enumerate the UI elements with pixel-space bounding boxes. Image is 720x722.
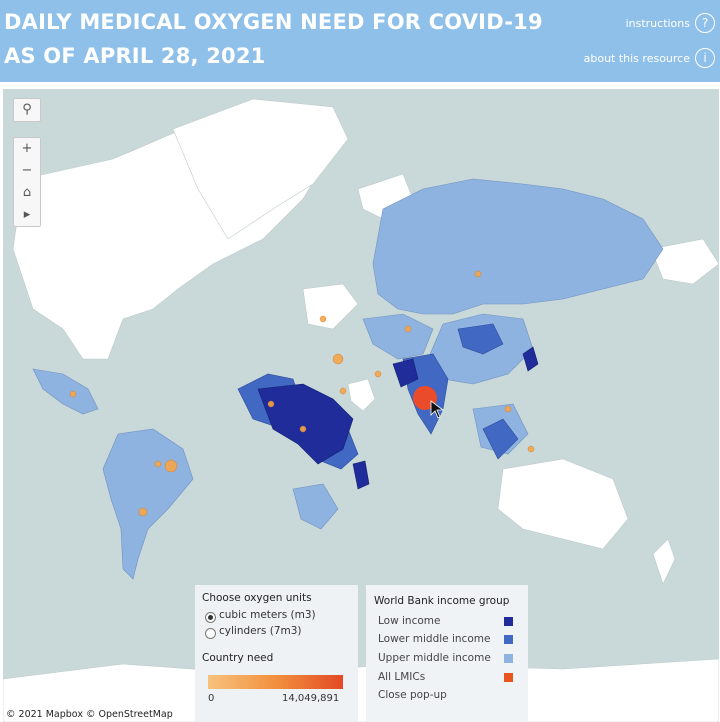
map-zoom-controls[interactable]: + − ⌂ ▸	[13, 137, 41, 227]
instructions-link[interactable]: instructions	[625, 17, 690, 30]
play-icon[interactable]: ▸	[23, 207, 31, 222]
mongolia	[457, 323, 504, 355]
income-low-label[interactable]: Low income	[378, 615, 441, 627]
far-east-russia-land	[650, 238, 719, 285]
radio-label-cubic-meters[interactable]: cubic meters (m3)	[219, 609, 316, 621]
all-lmics-label[interactable]: All LMICs	[378, 671, 426, 683]
south-america	[102, 428, 194, 580]
non-lmic-land	[3, 98, 719, 722]
arabian-gulf-land	[347, 378, 376, 412]
world-map[interactable]: ⚲ + − ⌂ ▸	[3, 89, 719, 722]
north-korea	[522, 346, 539, 372]
country-need-title: Country need	[202, 652, 274, 664]
help-icon[interactable]: ?	[695, 13, 715, 33]
central-africa	[257, 383, 354, 465]
income-panel: World Bank income group Low income Lower…	[366, 585, 528, 722]
australia-land	[497, 458, 629, 550]
new-zealand-land	[652, 538, 676, 585]
header-banner: DAILY MEDICAL OXYGEN NEED FOR COVID-19 A…	[0, 0, 720, 82]
map-canvas[interactable]	[3, 89, 719, 722]
close-popup-button[interactable]: Close pop-up	[378, 689, 447, 701]
all-lmics-swatch	[504, 673, 513, 682]
mexico	[32, 368, 99, 415]
afghanistan	[392, 358, 419, 388]
page-title-line1: DAILY MEDICAL OXYGEN NEED FOR COVID-19	[4, 10, 543, 34]
scale-max-label: 14,049,891	[282, 693, 340, 704]
income-lower-middle-label[interactable]: Lower middle income	[378, 633, 491, 645]
radio-cylinders[interactable]	[205, 628, 216, 639]
radio-cubic-meters[interactable]	[205, 612, 216, 623]
greenland-land	[172, 98, 349, 240]
map-search-control[interactable]: ⚲	[13, 98, 41, 122]
indonesia	[482, 418, 519, 460]
western-europe-land	[302, 283, 359, 330]
income-upper-middle-label[interactable]: Upper middle income	[378, 652, 491, 664]
zoom-in-button[interactable]: +	[21, 141, 33, 156]
low-income-countries	[257, 346, 539, 490]
income-lower-middle-swatch	[504, 635, 513, 644]
units-panel: Choose oxygen units cubic meters (m3) cy…	[195, 585, 358, 722]
antarctica-land	[3, 658, 719, 722]
income-upper-middle-swatch	[504, 654, 513, 663]
income-low-swatch	[504, 617, 513, 626]
map-attribution: © 2021 Mapbox © OpenStreetMap	[6, 709, 173, 720]
page-title-line2: AS OF APRIL 28, 2021	[4, 44, 266, 68]
units-panel-title: Choose oxygen units	[202, 592, 312, 604]
cursor-icon	[430, 400, 445, 419]
about-resource-link[interactable]: about this resource	[583, 52, 690, 65]
madagascar	[352, 460, 370, 490]
scale-min-label: 0	[208, 693, 215, 704]
kazakhstan	[362, 313, 434, 360]
home-icon[interactable]: ⌂	[22, 185, 32, 200]
zoom-out-button[interactable]: −	[21, 163, 33, 178]
oxygen-need-bubbles[interactable]	[69, 270, 535, 517]
southern-africa	[292, 483, 339, 530]
russia	[372, 178, 664, 315]
search-icon[interactable]: ⚲	[22, 102, 32, 117]
income-panel-title: World Bank income group	[374, 595, 510, 607]
country-need-scale	[208, 675, 343, 689]
info-icon[interactable]: i	[695, 48, 715, 68]
radio-label-cylinders[interactable]: cylinders (7m3)	[219, 625, 302, 637]
